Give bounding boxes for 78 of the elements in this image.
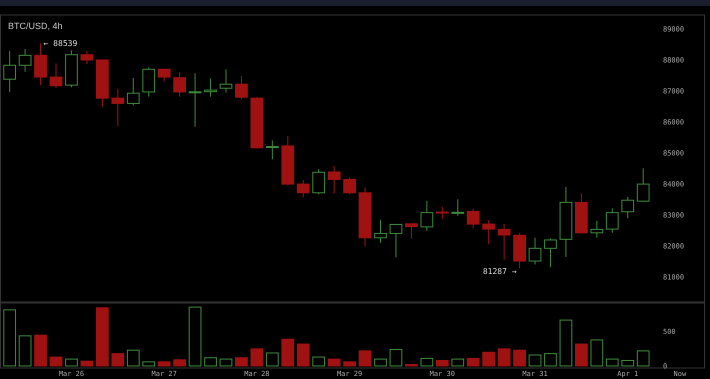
bar — [528, 354, 542, 366]
bar — [204, 357, 217, 366]
bar — [482, 352, 496, 366]
bar — [281, 338, 294, 366]
candlestick — [188, 72, 202, 128]
candlestick — [482, 220, 496, 245]
bar — [80, 360, 94, 366]
candlestick — [328, 166, 341, 194]
bar — [188, 306, 202, 366]
bar — [65, 358, 78, 366]
candlestick — [312, 168, 326, 195]
bar — [312, 356, 326, 366]
annotation: ← 88539 — [44, 39, 78, 48]
bar — [560, 320, 572, 366]
bar — [498, 348, 510, 366]
candlestick — [204, 78, 217, 98]
candlestick — [142, 66, 156, 98]
candlestick — [34, 42, 47, 86]
bar — [451, 358, 464, 366]
candlestick — [374, 220, 387, 244]
candlestick — [3, 50, 16, 92]
candlestick — [544, 238, 557, 268]
bar — [466, 358, 480, 366]
candlestick — [296, 180, 310, 198]
bar — [590, 339, 604, 366]
bar — [621, 360, 634, 366]
bar — [235, 357, 248, 366]
bar — [158, 361, 171, 366]
bar — [142, 361, 156, 366]
candlestick — [498, 224, 510, 260]
candlestick — [80, 50, 94, 65]
candlestick — [235, 76, 248, 100]
bar — [34, 334, 47, 366]
bar — [328, 358, 341, 366]
bar — [266, 352, 279, 366]
bar — [358, 350, 372, 366]
candlestick — [50, 62, 62, 89]
candlestick — [528, 237, 542, 265]
bar — [606, 358, 619, 366]
bar — [575, 344, 588, 366]
candlestick — [466, 208, 480, 229]
candlestick — [606, 208, 619, 234]
candlestick — [590, 220, 604, 238]
bar — [3, 309, 16, 366]
bar — [111, 353, 124, 366]
candlestick — [420, 200, 434, 232]
candlestick — [111, 88, 124, 127]
bar — [436, 360, 449, 366]
bar — [390, 349, 402, 366]
bar — [96, 307, 109, 366]
bar — [126, 350, 140, 366]
candlestick — [343, 177, 356, 195]
bar — [220, 358, 232, 366]
bar — [420, 358, 434, 366]
candlestick — [173, 72, 186, 98]
candlestick — [266, 140, 279, 160]
bar — [513, 350, 526, 366]
bar — [374, 358, 387, 366]
bar — [296, 344, 310, 366]
candlestick — [220, 68, 232, 94]
candlestick — [390, 224, 402, 258]
candlestick — [451, 198, 464, 216]
candlestick — [18, 48, 32, 72]
bar — [343, 361, 356, 366]
candlestick — [405, 222, 418, 240]
candlestick — [158, 68, 171, 82]
text: BTC/USD, 4h — [8, 21, 63, 31]
candlestick — [126, 77, 140, 106]
candlestick — [621, 196, 634, 219]
candlestick — [436, 206, 449, 220]
annotation: 81287 → — [482, 267, 517, 276]
bar — [544, 353, 557, 366]
bar — [636, 350, 650, 366]
candlestick — [636, 168, 650, 202]
bar — [173, 359, 186, 366]
bar — [250, 348, 264, 366]
bar — [18, 335, 32, 366]
bar — [50, 356, 62, 366]
